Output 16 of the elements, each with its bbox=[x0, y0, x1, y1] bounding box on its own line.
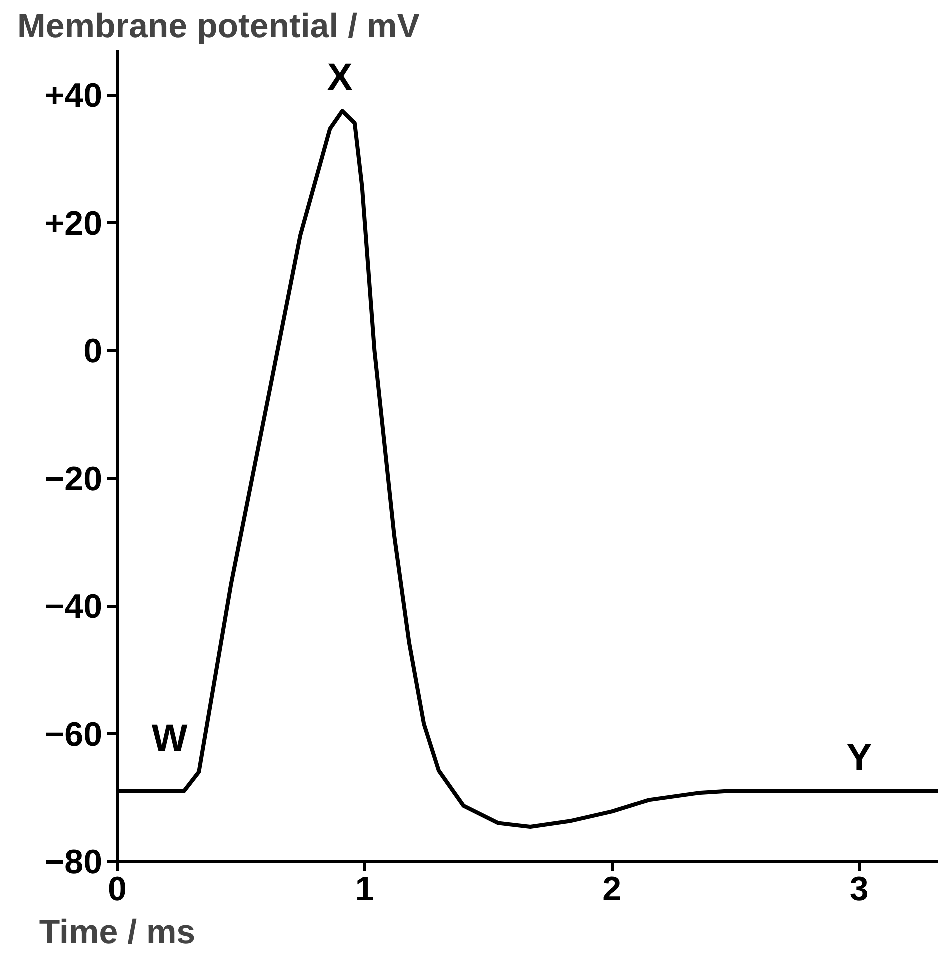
y-tick-label: +40 bbox=[44, 77, 103, 116]
x-tick-label: 2 bbox=[602, 870, 622, 908]
y-tick-label: −80 bbox=[44, 844, 103, 882]
x-tick-label: 3 bbox=[850, 870, 869, 908]
x-tick-label: 0 bbox=[108, 870, 127, 908]
annotation: W bbox=[152, 718, 188, 760]
y-tick-label: 0 bbox=[84, 332, 103, 371]
y-tick-label: −40 bbox=[44, 588, 103, 626]
annotation: Y bbox=[846, 737, 872, 780]
x-tick-label: 1 bbox=[355, 870, 374, 908]
y-tick-label: −60 bbox=[44, 716, 103, 754]
annotation: X bbox=[327, 57, 354, 100]
y-tick-label: −20 bbox=[44, 460, 103, 498]
y-axis-title: Membrane potential / mV bbox=[18, 8, 420, 46]
x-axis-title: Time / ms bbox=[39, 914, 196, 952]
y-tick-label: +20 bbox=[44, 204, 103, 243]
